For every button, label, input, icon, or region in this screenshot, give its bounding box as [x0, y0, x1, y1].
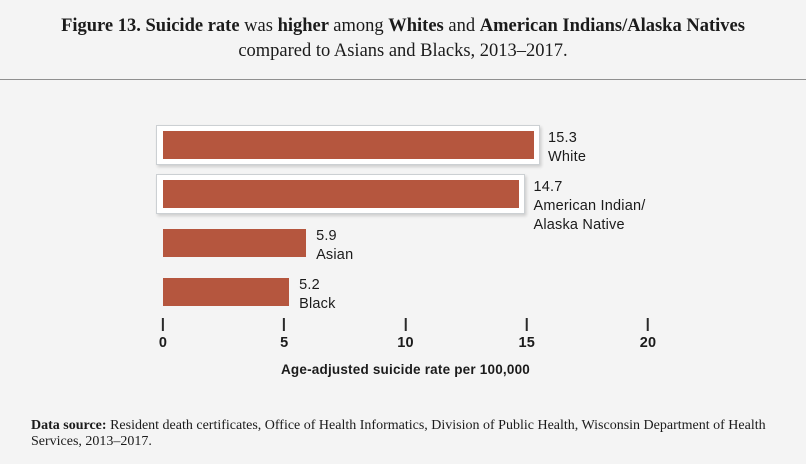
bar-row: 5.9 Asian	[163, 228, 648, 263]
axis-tick: 10	[397, 318, 414, 351]
tick-label: 20	[639, 335, 657, 351]
bar-category-label: American Indian/	[533, 198, 646, 214]
tick-mark	[647, 318, 649, 331]
title-segment: Figure 13. Suicide rate	[61, 16, 245, 36]
bar-row: 5.2 Black	[163, 277, 648, 312]
bar-label: 5.9 Asian	[316, 227, 353, 265]
bar	[163, 278, 290, 306]
bar-value-label: 5.2	[299, 277, 320, 293]
data-source-text: Resident death certificates, Office of H…	[31, 418, 766, 449]
bar-row: 14.7 American Indian/Alaska Native	[156, 174, 648, 233]
figure-title-line1: Figure 13. Suicide rate was higher among…	[61, 16, 745, 36]
axis-tick: 0	[159, 318, 167, 351]
bar-category-label: Asian	[316, 247, 354, 263]
x-axis: 0 5 10 15 20	[159, 318, 656, 358]
axis-tick: 20	[640, 318, 657, 351]
tick-mark	[161, 318, 164, 331]
title-segment: among	[333, 16, 389, 36]
bar-label: 14.7 American Indian/Alaska Native	[533, 178, 645, 235]
title-segment: Whites	[388, 16, 449, 36]
axis-tick: 5	[280, 318, 288, 351]
bar-value-label: 5.9	[316, 228, 337, 244]
tick-label: 5	[280, 335, 289, 351]
figure-title-line2: compared to Asians and Blacks, 2013–2017…	[238, 41, 568, 61]
title-segment: higher	[277, 16, 334, 36]
bar-label: 15.3 White	[548, 129, 586, 167]
data-source-note: Data source: Resident death certificates…	[0, 411, 806, 450]
bar	[163, 229, 307, 257]
suicide-rate-bar-chart: 15.3 White 14.7 American Indian/Alaska Nati…	[0, 80, 806, 411]
bar-label: 5.2 Black	[299, 276, 335, 314]
title-segment: and	[448, 16, 480, 36]
tick-mark	[525, 318, 528, 331]
title-segment: American Indians/Alaska Natives	[479, 16, 745, 36]
axis-tick: 15	[518, 318, 535, 351]
tick-label: 0	[158, 335, 168, 351]
tick-label: 15	[518, 335, 536, 351]
x-axis-label: Age-adjusted suicide rate per 100,000	[280, 362, 530, 377]
bar-category-label: White	[548, 149, 587, 165]
bar	[163, 131, 535, 159]
tick-mark	[404, 318, 407, 331]
tick-mark	[283, 318, 286, 331]
figure-header: Figure 13. Suicide rate was higher among…	[0, 0, 806, 64]
data-source-label: Data source:	[31, 418, 107, 433]
bar-value-label: 14.7	[533, 179, 563, 195]
figure-title: Figure 13. Suicide rate was higher among…	[0, 14, 806, 64]
plot-area: 15.3 White 14.7 American Indian/Alaska Nati…	[156, 125, 656, 411]
bar	[163, 180, 520, 208]
title-segment: was	[244, 16, 278, 36]
bar-row: 15.3 White	[156, 125, 648, 165]
header-divider	[0, 79, 806, 80]
bar-value-label: 15.3	[548, 130, 578, 146]
tick-label: 10	[397, 335, 414, 351]
bar-category-label: Alaska Native	[533, 217, 625, 233]
bar-category-label: Black	[299, 296, 336, 312]
